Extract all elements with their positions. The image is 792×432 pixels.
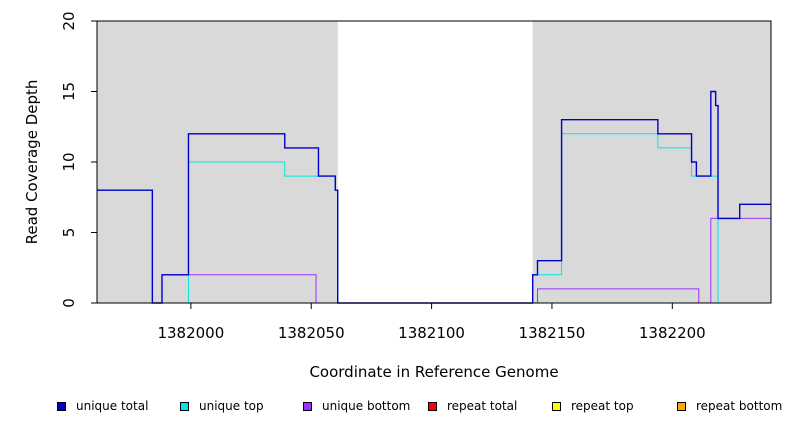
- legend-swatch: [303, 401, 312, 411]
- y-tick-label-5: 5: [60, 228, 78, 238]
- legend-label: unique bottom: [322, 399, 411, 413]
- legend-swatch: [57, 401, 66, 411]
- legend-label: unique top: [199, 399, 264, 413]
- x-tick-label-1382000: 1382000: [157, 324, 224, 342]
- shaded-region-1: [532, 21, 771, 303]
- y-tick-label-10: 10: [60, 152, 78, 171]
- x-axis-label: Coordinate in Reference Genome: [309, 363, 558, 381]
- shaded-regions: [97, 21, 771, 303]
- y-axis: 0 5 10 15 20: [60, 11, 97, 308]
- legend-label: repeat top: [571, 399, 634, 413]
- legend-item-unique-top: unique top: [180, 399, 264, 413]
- legend-item-unique-total: unique total: [57, 399, 148, 413]
- x-axis: 1382000 1382050 1382100 1382150 1382200: [157, 303, 706, 342]
- x-tick-label-1382050: 1382050: [278, 324, 345, 342]
- legend-label: repeat total: [447, 399, 518, 413]
- legend-item-repeat-top: repeat top: [552, 399, 634, 413]
- y-tick-label-15: 15: [60, 82, 78, 101]
- legend-item-repeat-bottom: repeat bottom: [677, 399, 782, 413]
- y-tick-label-20: 20: [60, 11, 78, 30]
- legend-swatch: [552, 401, 561, 411]
- legend-label: unique total: [76, 399, 149, 413]
- series-line-unique-total: [97, 90, 771, 304]
- legend-item-unique-bottom: unique bottom: [303, 399, 410, 413]
- x-tick-label-1382200: 1382200: [639, 324, 706, 342]
- legend-swatch: [428, 401, 437, 411]
- y-tick-label-0: 0: [60, 298, 78, 308]
- x-tick-label-1382100: 1382100: [398, 324, 465, 342]
- y-axis-label: Read Coverage Depth: [23, 80, 41, 245]
- x-tick-label-1382150: 1382150: [519, 324, 586, 342]
- legend-item-repeat-total: repeat total: [428, 399, 517, 413]
- legend-swatch: [677, 401, 686, 411]
- legend-label: repeat bottom: [696, 399, 783, 413]
- legend-swatch: [180, 401, 189, 411]
- legend: unique total unique top unique bottom repea…: [0, 399, 792, 419]
- coverage-chart: 1382000 1382050 1382100 1382150 1382200 0 5 10…: [23, 11, 772, 381]
